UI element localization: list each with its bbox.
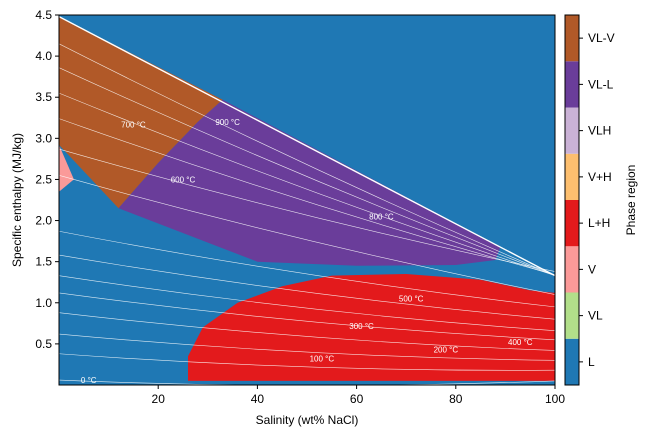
- colorbar-tick-label: V+H: [588, 170, 612, 184]
- colorbar-swatch: [565, 107, 579, 154]
- x-axis-label: Salinity (wt% NaCl): [256, 413, 359, 427]
- isotherm-line: [59, 67, 555, 276]
- isotherm-label: 800 °C: [369, 212, 394, 221]
- isotherm-label: 400 °C: [508, 338, 533, 347]
- colorbar-swatch: [565, 338, 579, 385]
- colorbar-tick-label: VL-V: [588, 31, 615, 45]
- isotherm-line: [59, 333, 555, 361]
- y-tick-label: 0.5: [35, 337, 52, 351]
- y-tick-label: 3.5: [35, 90, 52, 104]
- plot-area: 0 °C 100 °C 200 °C 300 °C 400 °C 500 °C 600 °C…: [59, 15, 555, 385]
- y-tick-label: 4.5: [35, 8, 52, 22]
- x-tick-label: 60: [350, 392, 364, 406]
- isotherm-line: [59, 312, 555, 351]
- colorbar-swatch: [565, 153, 579, 200]
- colorbar-tick-label: VL: [588, 309, 603, 323]
- region-l-h: [188, 274, 555, 381]
- isotherm-label: 500 °C: [399, 295, 424, 304]
- isotherm-line: [59, 92, 555, 276]
- isotherm-line: [59, 43, 555, 276]
- x-axis: 20 40 60 80 100: [152, 385, 565, 406]
- colorbar-tick-label: L: [588, 355, 595, 369]
- region-v: [59, 144, 74, 192]
- isotherm-label: 900 °C: [215, 118, 240, 127]
- plot-frame: [58, 14, 556, 386]
- x-tick-label: 40: [251, 392, 265, 406]
- y-axis: 0.5 1.0 1.5 2.0 2.5 3.0 3.5 4.0 4.5: [35, 8, 59, 351]
- colorbar-swatch: [565, 200, 579, 247]
- isotherm-label: 0 °C: [81, 376, 97, 385]
- isotherm-line: [59, 292, 555, 341]
- colorbar-tick-label: V: [588, 262, 596, 276]
- y-tick-label: 3.0: [35, 131, 52, 145]
- colorbar-label: Phase region: [624, 165, 638, 236]
- isotherm-label: 200 °C: [434, 346, 459, 355]
- y-tick-label: 2.0: [35, 214, 52, 228]
- isotherm-line: [59, 254, 555, 320]
- isotherm-line: [59, 353, 555, 371]
- isotherm-label: 300 °C: [349, 322, 374, 331]
- isotherm-label: 700 °C: [121, 120, 146, 129]
- isotherm-line: [59, 118, 555, 276]
- colorbar: L VL V L+H V+H VLH VL-L VL-V: [564, 14, 615, 386]
- isotherm-line: [59, 175, 555, 295]
- colorbar-frame: [564, 14, 580, 386]
- y-axis-label: Specific enthalpy (MJ/kg): [10, 133, 24, 267]
- colorbar-swatch: [565, 15, 579, 62]
- isotherm-line: [59, 148, 555, 272]
- x-tick-label: 20: [152, 392, 166, 406]
- x-tick-label: 100: [545, 392, 565, 406]
- isotherm-line: [59, 379, 555, 385]
- isotherm-label: 100 °C: [310, 355, 335, 364]
- y-tick-label: 2.5: [35, 172, 52, 186]
- isotherm-line: [59, 275, 555, 332]
- isotherm-label: 600 °C: [171, 175, 196, 184]
- colorbar-tick-label: VLH: [588, 124, 611, 138]
- y-tick-label: 1.0: [35, 296, 52, 310]
- y-tick-label: 4.0: [35, 49, 52, 63]
- boundary-line: [59, 16, 555, 277]
- colorbar-tick-label: VL-L: [588, 77, 614, 91]
- colorbar-tick-label: L+H: [588, 216, 610, 230]
- colorbar-swatch: [565, 246, 579, 293]
- isotherm-line: [59, 230, 555, 308]
- x-tick-label: 80: [449, 392, 463, 406]
- y-tick-label: 1.5: [35, 255, 52, 269]
- colorbar-swatch: [565, 292, 579, 339]
- colorbar-swatch: [565, 61, 579, 108]
